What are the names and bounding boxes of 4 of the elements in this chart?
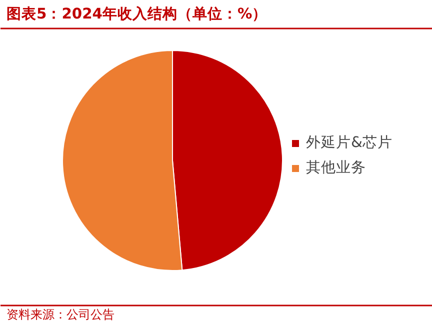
text: 资料来源：公司公告 (6, 308, 114, 322)
chart-title: 图表5：2024年收入结构（单位：%） (6, 6, 268, 22)
legend-label: 其他业务 (306, 158, 366, 177)
legend-label: 外延片&芯片 (306, 133, 392, 152)
